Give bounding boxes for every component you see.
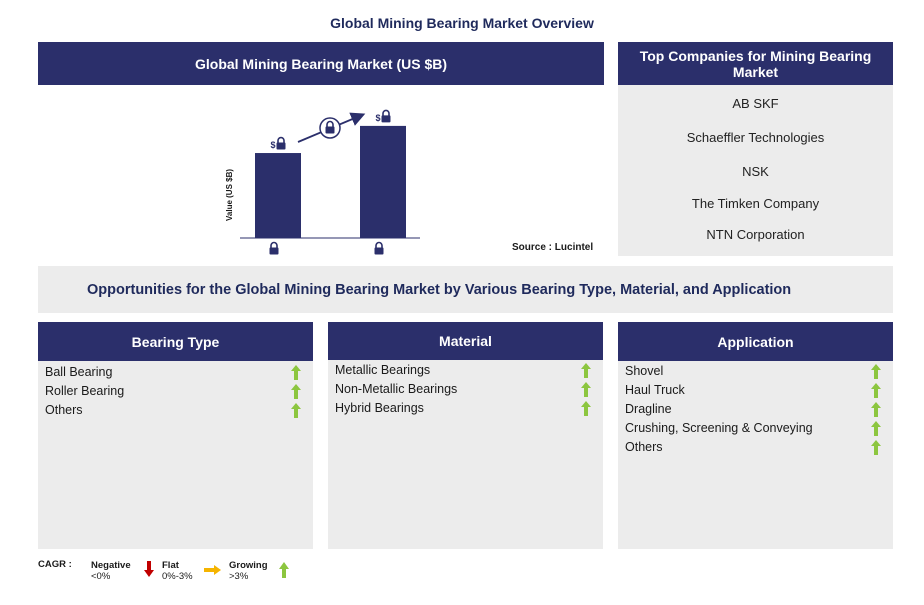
application-header: Application <box>618 322 893 361</box>
bars-group: $$ <box>255 109 406 256</box>
top-companies-panel <box>618 85 893 256</box>
market-bar-chart: Value (US $B) $$ Source : Lucintel <box>225 109 593 256</box>
top-companies-header: Top Companies for Mining Bearing Market <box>618 42 893 85</box>
company-item: AB SKF <box>732 96 779 111</box>
application-list: Shovel Haul Truck Dragline Crushing, Scr… <box>618 361 893 549</box>
up-arrow-icon <box>871 402 881 417</box>
page-title: Global Mining Bearing Market Overview <box>330 15 594 31</box>
opportunities-title: Opportunities for the Global Mining Bear… <box>38 266 893 313</box>
company-item: The Timken Company <box>691 196 820 211</box>
down-arrow-icon <box>144 561 154 577</box>
up-arrow-icon <box>581 363 591 378</box>
bar-value-label: $ <box>270 140 275 150</box>
legend-growing-range: >3% <box>229 571 249 582</box>
bearing-type-header: Bearing Type <box>38 322 313 361</box>
company-item: NTN Corporation <box>706 227 805 242</box>
list-item: Hybrid Bearings <box>328 399 603 418</box>
list-item: Others <box>618 438 893 457</box>
bar <box>360 125 406 238</box>
material-list: Metallic Bearings Non-Metallic Bearings … <box>328 360 603 549</box>
legend-negative-label: Negative <box>91 560 131 571</box>
item-label: Shovel <box>625 364 664 378</box>
right-arrow-icon <box>204 565 221 575</box>
legend-negative: Negative <0% <box>91 560 131 582</box>
item-label: Hybrid Bearings <box>335 401 424 415</box>
item-label: Ball Bearing <box>45 365 113 379</box>
y-axis-label: Value (US $B) <box>225 169 234 221</box>
up-arrow-icon <box>871 364 881 379</box>
list-item: Non-Metallic Bearings <box>328 380 603 399</box>
legend-growing-label: Growing <box>229 560 268 571</box>
item-label: Haul Truck <box>625 383 685 397</box>
company-item: NSK <box>742 164 769 179</box>
list-item: Crushing, Screening & Conveying <box>618 419 893 438</box>
item-label: Dragline <box>625 402 672 416</box>
bearing-type-panel: Bearing Type Ball Bearing Roller Bearing… <box>38 322 313 549</box>
up-arrow-icon <box>291 365 301 380</box>
up-arrow-icon <box>291 384 301 399</box>
category-lock-icon <box>268 241 280 256</box>
bearing-type-list: Ball Bearing Roller Bearing Others <box>38 361 313 549</box>
up-arrow-icon <box>581 382 591 397</box>
application-panel: Application Shovel Haul Truck Dragline C… <box>618 322 893 549</box>
item-label: Metallic Bearings <box>335 363 431 377</box>
up-arrow-icon <box>871 421 881 436</box>
up-arrow-icon <box>871 440 881 455</box>
item-label: Others <box>45 403 83 417</box>
lock-icon <box>380 109 392 124</box>
chart-source: Source : Lucintel <box>512 242 593 253</box>
up-arrow-icon <box>871 383 881 398</box>
market-chart-header: Global Mining Bearing Market (US $B) <box>38 42 604 85</box>
list-item: Roller Bearing <box>38 382 313 401</box>
material-panel: Material Metallic Bearings Non-Metallic … <box>328 322 603 549</box>
legend-label: CAGR : <box>38 559 72 570</box>
material-header: Material <box>328 322 603 360</box>
legend-negative-range: <0% <box>91 571 111 582</box>
item-label: Roller Bearing <box>45 384 125 398</box>
item-label: Crushing, Screening & Conveying <box>625 421 813 435</box>
bar <box>255 153 301 238</box>
list-item: Metallic Bearings <box>328 361 603 380</box>
legend-flat-label: Flat <box>162 560 179 571</box>
item-label: Non-Metallic Bearings <box>335 382 458 396</box>
category-lock-icon <box>373 241 385 256</box>
list-item: Haul Truck <box>618 381 893 400</box>
list-item: Shovel <box>618 362 893 381</box>
list-item: Ball Bearing <box>38 363 313 382</box>
legend-flat-range: 0%-3% <box>162 571 193 582</box>
item-label: Others <box>625 440 663 454</box>
company-item: Schaeffler Technologies <box>686 130 825 145</box>
up-arrow-icon <box>279 562 289 578</box>
up-arrow-icon <box>581 401 591 416</box>
up-arrow-icon <box>291 403 301 418</box>
list-item: Others <box>38 401 313 420</box>
bar-value-label: $ <box>375 113 380 123</box>
legend-growing: Growing >3% <box>229 560 268 582</box>
list-item: Dragline <box>618 400 893 419</box>
lock-icon <box>275 136 287 151</box>
legend-flat: Flat 0%-3% <box>162 560 193 582</box>
